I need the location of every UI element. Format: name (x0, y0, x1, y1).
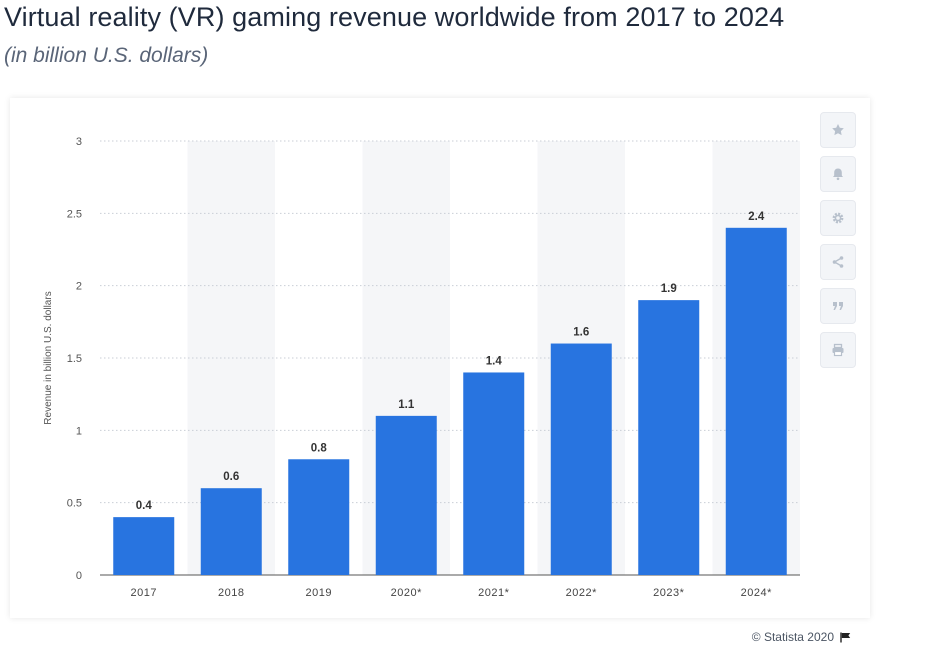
y-tick-label: 0 (76, 570, 82, 582)
x-tick-label: 2022* (566, 587, 597, 599)
x-tick-label: 2021* (478, 587, 509, 599)
bar-2022 (550, 343, 612, 575)
x-tick-label: 2018 (218, 587, 244, 599)
data-label: 0.8 (311, 442, 328, 454)
footer: © Statista 2020 (752, 630, 851, 644)
y-tick-label: 2.5 (67, 208, 82, 220)
share-icon (832, 256, 844, 268)
copyright-link[interactable]: © Statista 2020 (751, 630, 834, 644)
data-label: 1.9 (661, 283, 677, 295)
bar-2020 (375, 415, 437, 575)
notification-button[interactable] (820, 156, 856, 192)
flag-icon[interactable] (840, 632, 851, 643)
chart-toolbar (820, 112, 858, 368)
y-tick-label: 1 (76, 425, 82, 437)
chart-subtitle: (in billion U.S. dollars) (4, 44, 209, 67)
settings-button[interactable] (820, 200, 856, 236)
gear-icon (832, 212, 844, 224)
bar-2021 (463, 372, 525, 575)
y-tick-label: 2 (76, 281, 82, 293)
bar-2017 (113, 517, 175, 575)
favorite-button[interactable] (820, 112, 856, 148)
bar-2023 (638, 300, 700, 575)
data-label: 0.6 (223, 471, 239, 483)
x-tick-label: 2017 (131, 587, 157, 599)
bar-chart: 0 0.5 1 1.5 2 2.5 3 Revenue in billion U.S. dol… (43, 136, 800, 599)
x-tick-label: 2023* (653, 587, 684, 599)
y-tick-label: 1.5 (67, 353, 82, 365)
x-tick-label: 2024* (741, 587, 772, 599)
y-tick-label: 3 (76, 136, 82, 148)
bar-2024 (725, 227, 787, 576)
bar-2018 (200, 488, 262, 575)
star-icon (832, 124, 844, 136)
quote-icon (833, 302, 843, 310)
data-label: 0.4 (136, 500, 153, 512)
data-label: 1.1 (398, 399, 415, 411)
share-button[interactable] (820, 244, 856, 280)
cite-button[interactable] (820, 288, 856, 324)
x-tick-label: 2020* (391, 587, 422, 599)
data-label: 2.4 (748, 211, 765, 223)
print-button[interactable] (820, 332, 856, 368)
bar-2019 (288, 459, 350, 575)
print-icon (832, 343, 844, 357)
y-tick-label: 0.5 (67, 498, 82, 510)
chart-title: Virtual reality (VR) gaming revenue worl… (4, 2, 785, 32)
x-tick-label: 2019 (306, 587, 332, 599)
chart-panel: 0 0.5 1 1.5 2 2.5 3 Revenue in billion U.S. dol… (10, 98, 870, 618)
data-label: 1.4 (486, 355, 503, 367)
data-label: 1.6 (573, 327, 589, 339)
y-axis-label: Revenue in billion U.S. dollars (43, 291, 54, 424)
bell-icon (833, 168, 843, 181)
